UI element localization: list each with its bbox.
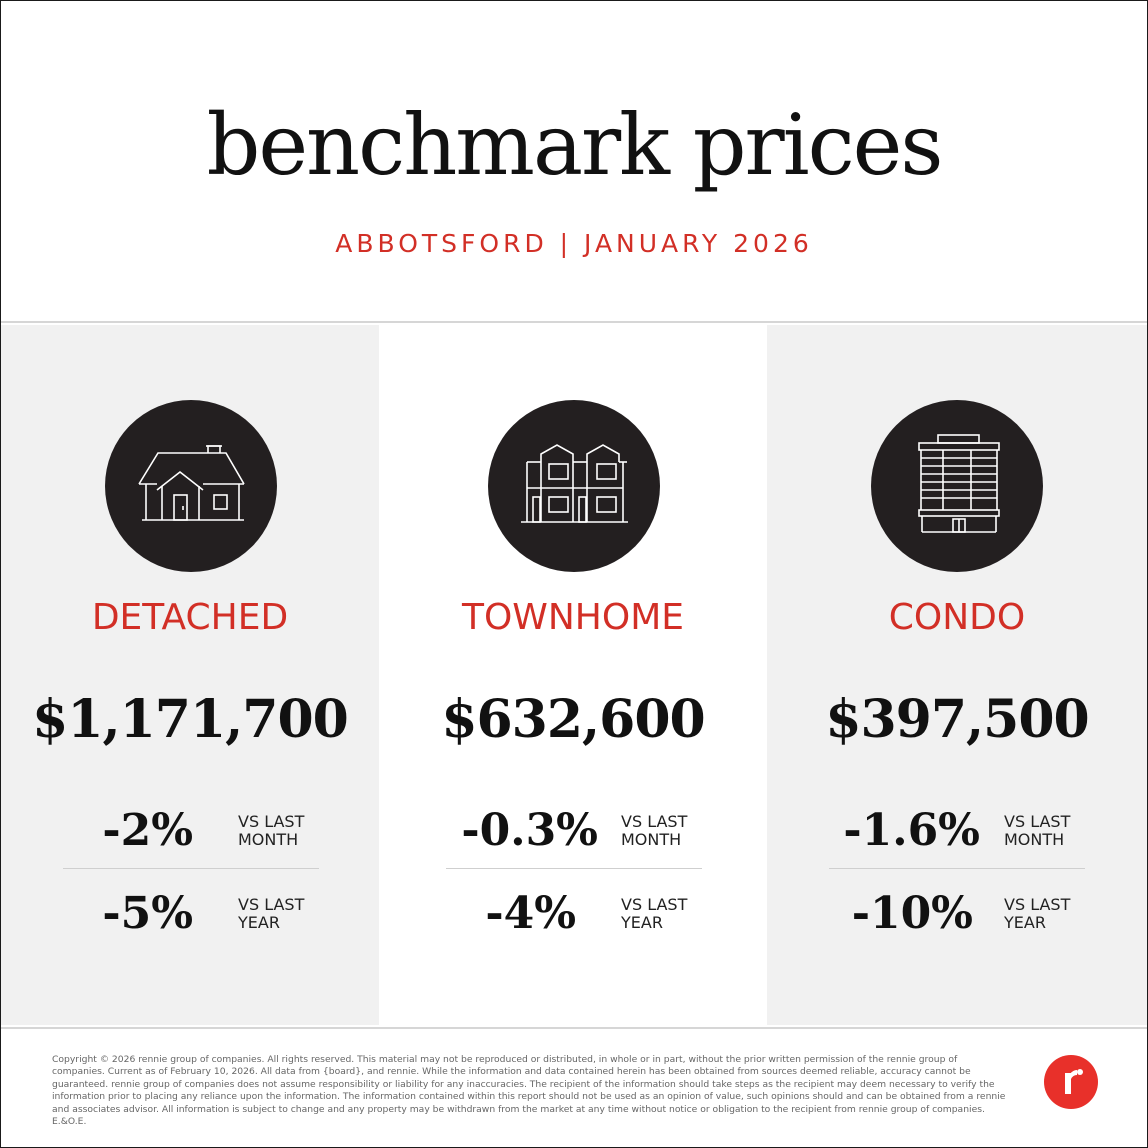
month-change-value: -1.6% <box>843 805 980 856</box>
price-panels: DETACHED $1,171,700 -2% VS LAST MONTH -5… <box>1 321 1147 1029</box>
property-type-label: CONDO <box>888 597 1026 638</box>
month-change-label: VS LAST MONTH <box>1004 813 1124 849</box>
divider <box>446 868 702 869</box>
month-change-value: -2% <box>102 805 193 856</box>
vs-last-text: VS LAST <box>238 812 305 831</box>
property-type-label: DETACHED <box>91 597 289 638</box>
page-subtitle: ABBOTSFORD | JANUARY 2026 <box>335 229 813 258</box>
rennie-logo-icon <box>1044 1055 1098 1109</box>
period-text: YEAR <box>621 913 663 932</box>
benchmark-price: $632,600 <box>441 689 705 750</box>
period-text: MONTH <box>238 830 299 849</box>
vs-last-text: VS LAST <box>1004 812 1071 831</box>
property-type-label: TOWNHOME <box>461 597 685 638</box>
panel-detached: DETACHED $1,171,700 -2% VS LAST MONTH -5… <box>1 325 379 1025</box>
year-change-label: VS LAST YEAR <box>1004 896 1124 932</box>
divider <box>63 868 319 869</box>
detached-house-icon <box>105 400 277 572</box>
panel-townhome: TOWNHOME $632,600 -0.3% VS LAST MONTH -4… <box>379 325 767 1025</box>
vs-last-text: VS LAST <box>1004 895 1071 914</box>
divider <box>829 868 1085 869</box>
period-text: MONTH <box>621 830 682 849</box>
page-title: benchmark prices <box>206 96 944 194</box>
vs-last-text: VS LAST <box>238 895 305 914</box>
year-change-label: VS LAST YEAR <box>621 896 741 932</box>
month-change-label: VS LAST MONTH <box>238 813 358 849</box>
townhome-icon <box>488 400 660 572</box>
vs-last-text: VS LAST <box>621 895 688 914</box>
year-change-label: VS LAST YEAR <box>238 896 358 932</box>
month-change-value: -0.3% <box>461 805 598 856</box>
condo-building-icon <box>871 400 1043 572</box>
period-text: MONTH <box>1004 830 1065 849</box>
period-text: YEAR <box>238 913 280 932</box>
year-change-value: -4% <box>485 888 576 939</box>
copyright-disclaimer: Copyright © 2026 rennie group of compani… <box>52 1054 1006 1128</box>
benchmark-price: $397,500 <box>825 689 1089 750</box>
vs-last-text: VS LAST <box>621 812 688 831</box>
year-change-value: -5% <box>102 888 193 939</box>
year-change-value: -10% <box>851 888 973 939</box>
panel-condo: CONDO $397,500 -1.6% VS LAST MONTH -10% … <box>767 325 1147 1025</box>
header: benchmark prices ABBOTSFORD | JANUARY 20… <box>1 1 1147 321</box>
benchmark-price: $1,171,700 <box>32 689 349 750</box>
month-change-label: VS LAST MONTH <box>621 813 741 849</box>
period-text: YEAR <box>1004 913 1046 932</box>
